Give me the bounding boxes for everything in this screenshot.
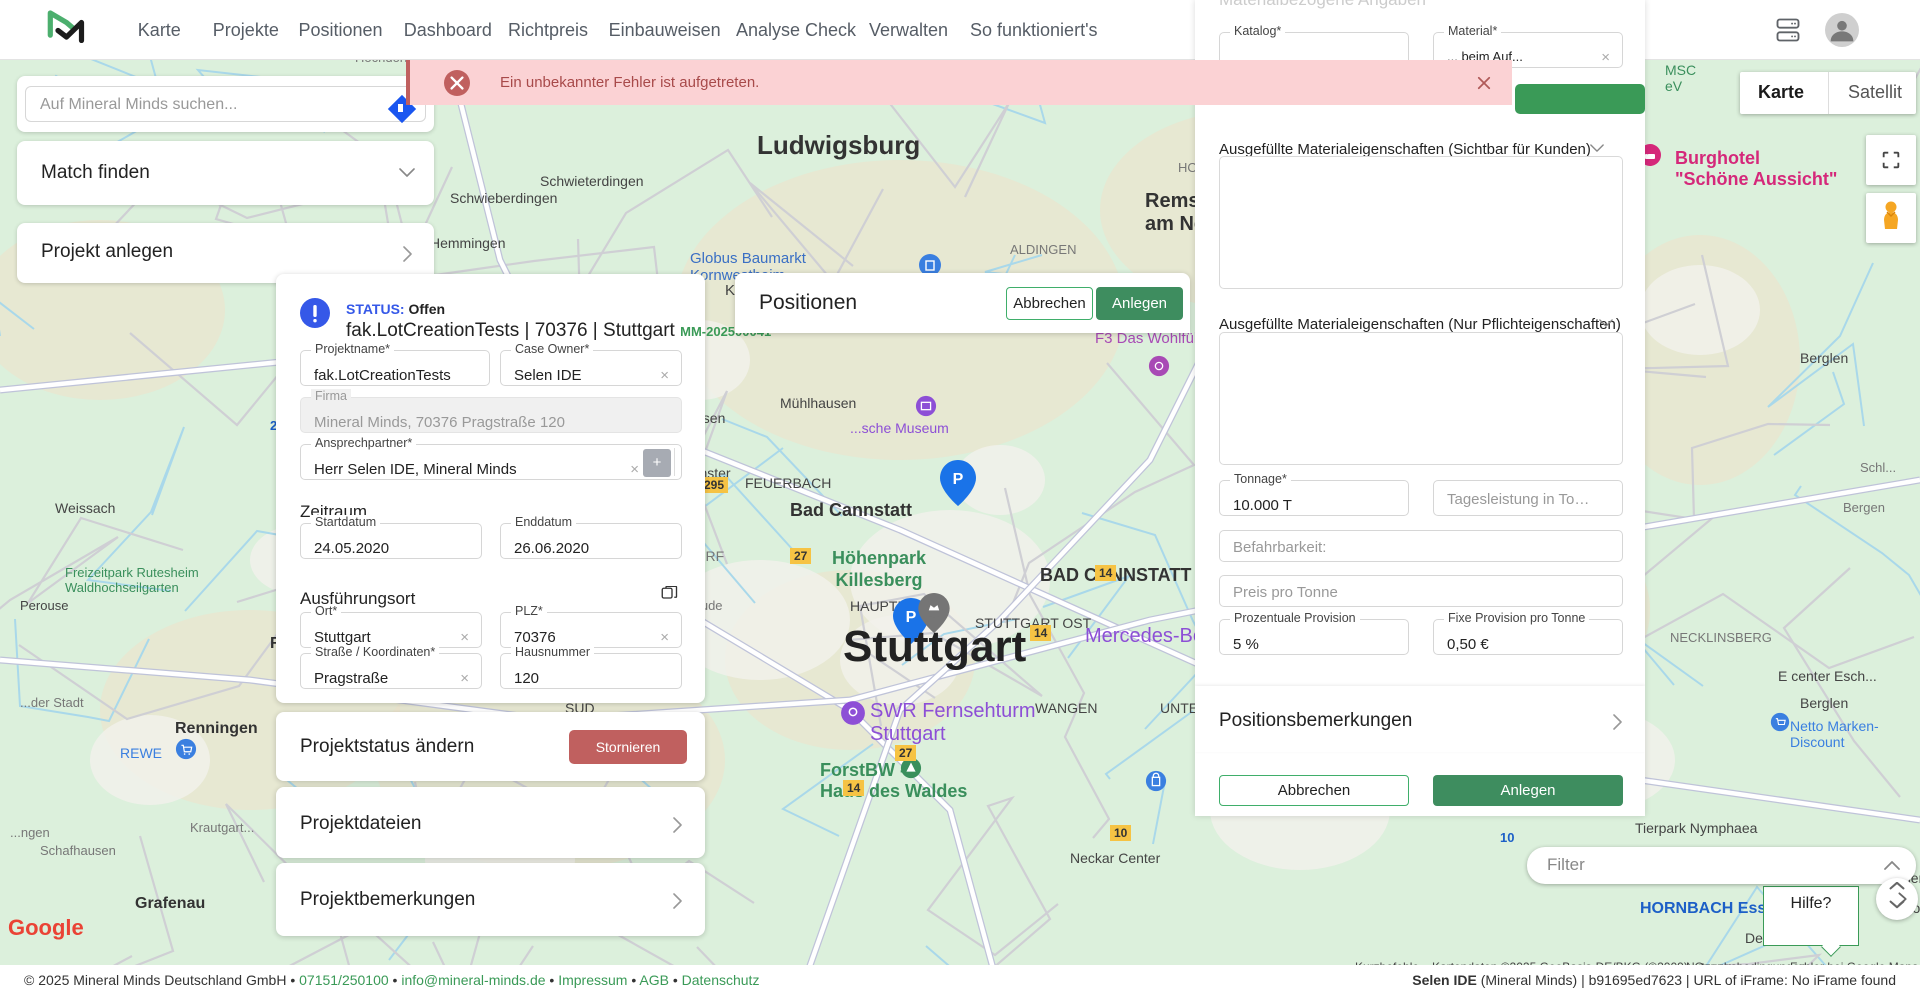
svg-text:P: P [953,471,964,488]
